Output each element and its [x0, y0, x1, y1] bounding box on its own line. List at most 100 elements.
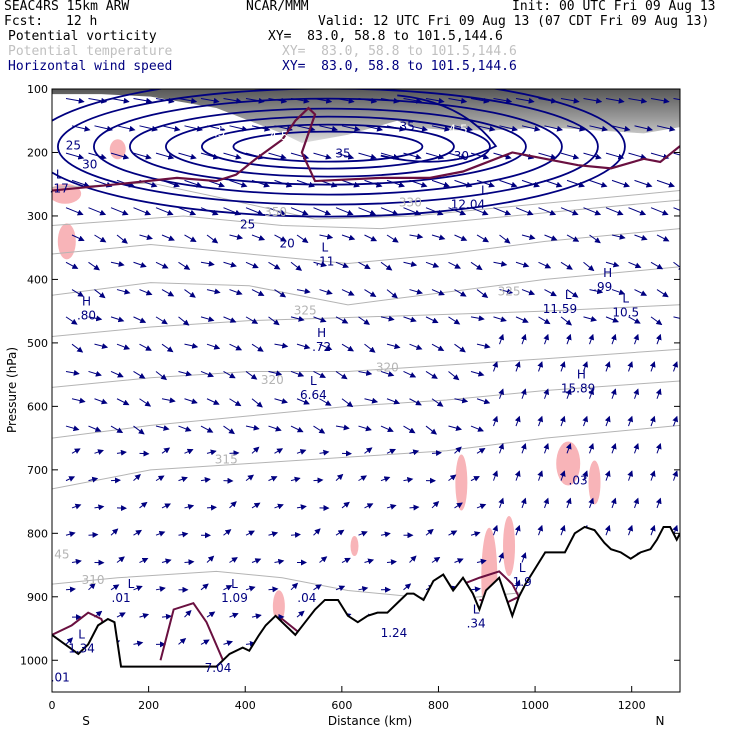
wind-vector — [476, 289, 489, 299]
wind-vector — [425, 97, 445, 104]
wind-vector — [313, 528, 321, 536]
wind-vector — [470, 370, 485, 377]
wind-vector — [178, 261, 191, 270]
wind-vector — [514, 470, 521, 481]
wind-vector — [431, 556, 441, 563]
wind-vector — [268, 425, 282, 432]
y-axis-label: Pressure (hPa) — [5, 347, 19, 433]
wind-vector — [200, 370, 214, 378]
wind-vector — [313, 477, 324, 484]
wind-vector — [610, 333, 617, 345]
wind-vector — [88, 207, 107, 216]
wind-vector — [634, 179, 653, 188]
wind-vector — [493, 207, 512, 216]
wind-vector — [544, 234, 558, 241]
wind-vector — [656, 125, 676, 132]
y-tick-label: 1000 — [20, 654, 48, 667]
wind-vector — [161, 234, 175, 241]
wind-vector — [290, 370, 305, 378]
wind-vector — [110, 97, 130, 104]
wind-vector — [650, 97, 670, 104]
wind-vector — [627, 361, 634, 372]
wind-speed-contour-label: 35 — [335, 147, 350, 161]
wind-vector — [673, 98, 680, 101]
wind-vector — [296, 398, 310, 405]
wind-vector — [589, 288, 604, 295]
wind-vector — [673, 152, 680, 156]
y-tick-label: 100 — [27, 83, 48, 96]
wind-vector — [358, 261, 371, 270]
wind-vector — [470, 97, 490, 104]
wind-vector — [155, 207, 174, 216]
wind-vector — [498, 333, 505, 345]
wind-vector — [515, 207, 534, 216]
wind-vector — [206, 398, 220, 405]
wind-vector — [206, 343, 221, 350]
wind-vector — [605, 152, 625, 160]
wind-vector — [409, 555, 417, 563]
wind-vector — [520, 388, 527, 399]
wind-vector — [476, 503, 487, 510]
wind-vector — [268, 152, 287, 160]
wind-vector — [649, 415, 656, 427]
wind-vector — [364, 289, 377, 297]
wind-vector — [161, 558, 172, 565]
wind-vector — [559, 415, 566, 427]
wind-vector — [386, 559, 397, 566]
wind-speed-contour-line — [57, 89, 599, 206]
y-tick-label: 800 — [27, 527, 48, 540]
wind-vector — [268, 207, 287, 216]
wind-vector — [229, 179, 248, 188]
wind-vector — [476, 234, 490, 243]
wind-vector — [431, 398, 444, 407]
wind-vector — [566, 125, 586, 132]
wind-vector — [470, 425, 484, 432]
extremum-mark: L — [78, 628, 85, 642]
wind-vector — [454, 234, 468, 241]
wind-vector — [110, 207, 129, 216]
wind-vector — [649, 361, 656, 372]
wind-vector — [565, 388, 572, 399]
extremum-value: .03 — [569, 474, 588, 488]
wind-vector — [386, 398, 401, 405]
wind-vector — [566, 289, 579, 298]
wind-vector — [656, 179, 675, 188]
x-tick-label: 1200 — [618, 699, 646, 712]
org-title: NCAR/MMM — [246, 0, 309, 14]
x-tick-label: 200 — [138, 699, 159, 712]
wind-speed-contour-label: 25 — [240, 218, 255, 232]
wind-vector — [425, 261, 440, 268]
wind-vector — [476, 343, 491, 349]
wind-vector — [649, 524, 656, 536]
wind-vector — [634, 234, 648, 241]
wind-vector — [245, 530, 255, 537]
wind-vector — [133, 371, 146, 379]
wind-vector — [538, 261, 552, 269]
wind-vector — [251, 234, 266, 241]
wind-vector — [184, 398, 198, 405]
extremum-mark: L — [565, 288, 572, 302]
wind-vector — [566, 179, 585, 188]
wind-speed-contour-line — [380, 94, 498, 163]
wind-vector — [341, 289, 355, 296]
wind-vector — [71, 234, 85, 242]
wind-vector — [155, 371, 168, 381]
wind-vector — [110, 261, 125, 267]
wind-speed-contour-line — [232, 130, 424, 163]
theta-contour-label: 315 — [215, 452, 238, 466]
wind-vector — [335, 424, 350, 431]
wind-vector — [296, 449, 307, 455]
wind-vector — [335, 585, 346, 592]
field-xy-wind: XY= 83.0, 58.8 to 101.5,144.6 — [282, 59, 517, 74]
wind-vector — [448, 530, 458, 536]
wind-vector — [94, 343, 109, 350]
wind-vector — [71, 289, 85, 297]
wind-vector — [649, 470, 656, 481]
fcst-value: 12 h — [66, 14, 98, 29]
wind-vector — [403, 316, 417, 323]
wind-vector — [341, 398, 354, 408]
wind-vector — [380, 261, 393, 271]
wind-vector — [245, 424, 260, 431]
wind-vector — [88, 261, 100, 271]
wind-vector — [290, 207, 309, 216]
